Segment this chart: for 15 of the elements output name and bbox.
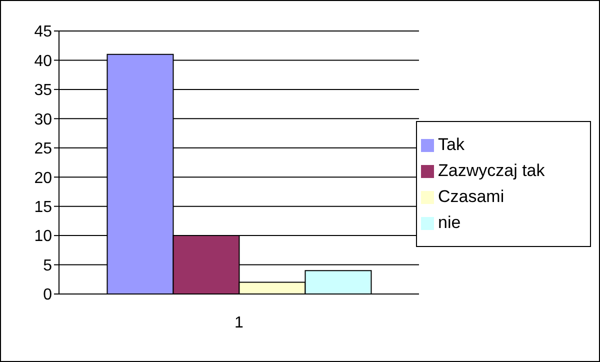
x-tick-label: 1 (234, 314, 244, 332)
y-tick-label: 45 (34, 24, 52, 41)
legend-label: Zazwyczaj tak (438, 161, 545, 180)
y-tick-label: 30 (34, 111, 52, 128)
y-tick-label: 40 (34, 52, 52, 70)
y-tick-label: 5 (43, 257, 52, 274)
y-tick-label: 20 (34, 170, 52, 187)
legend-label: nie (438, 213, 461, 232)
legend-label: Tak (438, 135, 464, 154)
y-tick-label: 15 (34, 199, 52, 216)
y-tick-label: 0 (43, 286, 52, 304)
y-tick-label: 10 (34, 228, 52, 246)
y-tick-label: 25 (34, 140, 52, 158)
legend-label: Czasami (438, 187, 504, 206)
y-tick-label: 35 (34, 82, 52, 100)
